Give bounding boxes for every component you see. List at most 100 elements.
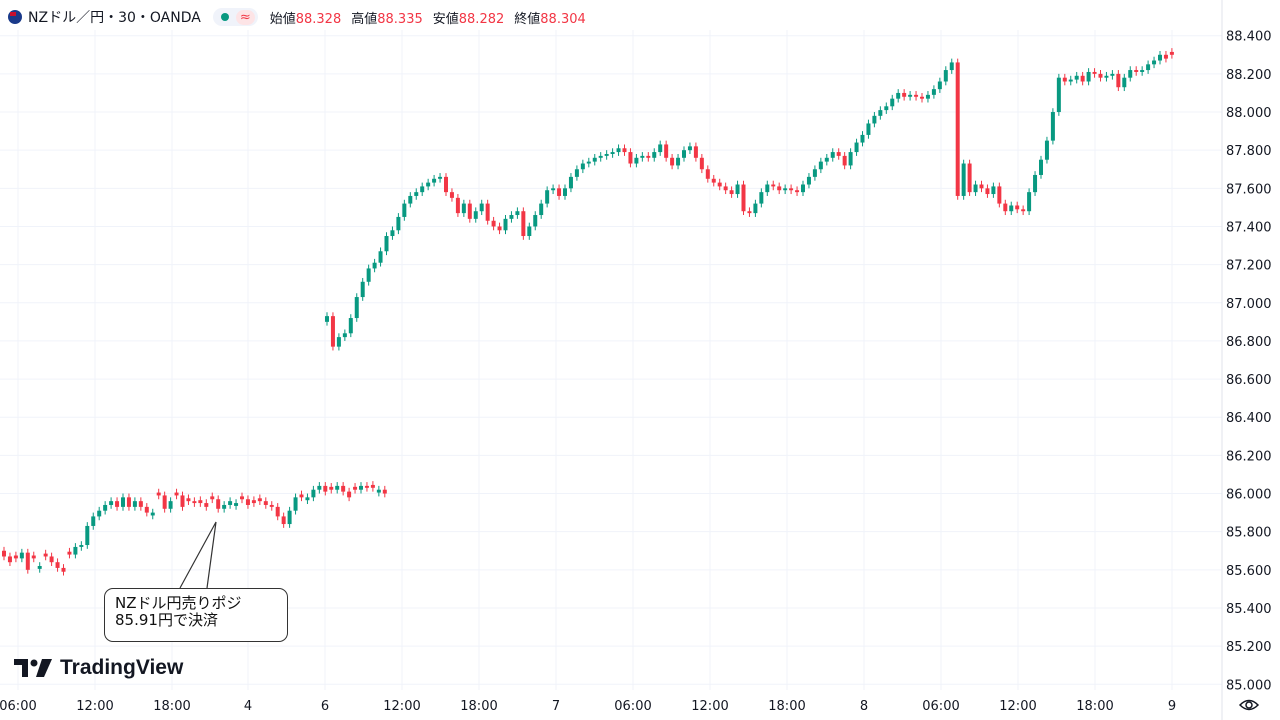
candle-body xyxy=(449,192,454,198)
candle-body xyxy=(646,155,651,158)
candle-body xyxy=(378,251,383,263)
candle xyxy=(860,131,865,147)
candle xyxy=(729,186,734,198)
candle-body xyxy=(473,211,478,219)
candle-body xyxy=(43,553,48,557)
candle-body xyxy=(342,333,347,338)
x-tick-label: 4 xyxy=(244,699,252,714)
candle-body xyxy=(354,297,359,319)
candle-body xyxy=(789,188,794,191)
candle-body xyxy=(741,184,746,212)
candle-body xyxy=(527,226,532,237)
candle xyxy=(973,180,978,196)
market-status-pill[interactable]: ≈ xyxy=(212,8,258,26)
candle xyxy=(281,512,286,528)
candle xyxy=(795,186,800,196)
candle-body xyxy=(1050,112,1055,141)
tradingview-logo[interactable]: TradingView xyxy=(14,656,183,680)
candle-body xyxy=(610,152,615,154)
ohlc-open: 始値88.328 xyxy=(269,11,342,27)
candle xyxy=(1146,60,1151,74)
candle-body xyxy=(902,92,907,97)
candle xyxy=(432,174,437,187)
candle xyxy=(269,501,274,511)
candle xyxy=(210,492,215,504)
candle xyxy=(240,492,244,504)
candle-body xyxy=(121,497,125,507)
candle xyxy=(1056,73,1061,116)
candle xyxy=(1128,66,1133,82)
candle-body xyxy=(634,157,639,164)
candle-body xyxy=(305,497,310,501)
candle-body xyxy=(204,503,209,507)
candle xyxy=(878,106,883,120)
candle-body xyxy=(115,501,120,507)
candle-body xyxy=(604,153,609,156)
candle xyxy=(396,213,401,235)
candle xyxy=(1062,73,1067,86)
candle-body xyxy=(1169,51,1174,55)
candle-body xyxy=(759,192,764,204)
candle-body xyxy=(382,489,387,494)
candle xyxy=(216,495,221,513)
candle xyxy=(438,173,443,183)
candle-body xyxy=(1062,77,1067,82)
candle xyxy=(812,165,817,181)
candle xyxy=(31,551,36,563)
candle xyxy=(43,549,48,561)
y-tick-label: 86.600 xyxy=(1226,373,1272,388)
approx-icon: ≈ xyxy=(235,9,255,25)
candle xyxy=(1021,205,1026,216)
candle xyxy=(937,77,942,93)
candle-body xyxy=(997,186,1002,204)
candle-body xyxy=(539,203,544,216)
candle xyxy=(777,182,782,195)
candle-body xyxy=(132,501,137,507)
candle-body xyxy=(1134,70,1139,72)
candle xyxy=(1039,155,1043,179)
candle xyxy=(275,503,280,521)
candle xyxy=(7,552,12,567)
y-tick-label: 86.200 xyxy=(1226,449,1272,464)
candle xyxy=(634,153,639,168)
candle-body xyxy=(515,211,520,216)
candle xyxy=(717,178,722,191)
candle xyxy=(1033,171,1038,196)
candle xyxy=(854,138,859,156)
candle-body xyxy=(961,163,966,196)
candle xyxy=(13,551,18,563)
candle-body xyxy=(836,152,841,156)
candle-body xyxy=(287,510,292,525)
candle xyxy=(204,499,209,511)
y-tick-label: 88.200 xyxy=(1226,68,1272,83)
candle xyxy=(222,501,227,513)
candle xyxy=(25,548,30,574)
candle-body xyxy=(408,195,413,204)
candle-body xyxy=(699,157,704,170)
candle xyxy=(741,180,746,216)
candle xyxy=(515,207,520,219)
candle xyxy=(1169,48,1174,59)
candle xyxy=(103,501,108,515)
candle xyxy=(765,180,770,196)
candle-body xyxy=(586,161,591,164)
candle xyxy=(245,495,250,509)
candle-body xyxy=(216,499,221,509)
symbol-title[interactable]: NZドル／円・30・OANDA xyxy=(28,10,201,26)
candle-body xyxy=(753,203,758,214)
eye-settings-icon[interactable] xyxy=(1238,696,1260,714)
candle-body xyxy=(311,489,316,498)
candle-body xyxy=(347,491,352,498)
candle xyxy=(1080,71,1085,86)
candle-body xyxy=(275,506,280,517)
candle-body xyxy=(156,492,161,496)
candle xyxy=(586,157,591,168)
candle-body xyxy=(1163,54,1168,59)
candle-body xyxy=(293,497,298,511)
candle-body xyxy=(533,215,538,227)
candle xyxy=(263,497,268,509)
candle xyxy=(144,503,149,517)
candle xyxy=(1050,108,1055,145)
candle-body xyxy=(269,504,274,507)
